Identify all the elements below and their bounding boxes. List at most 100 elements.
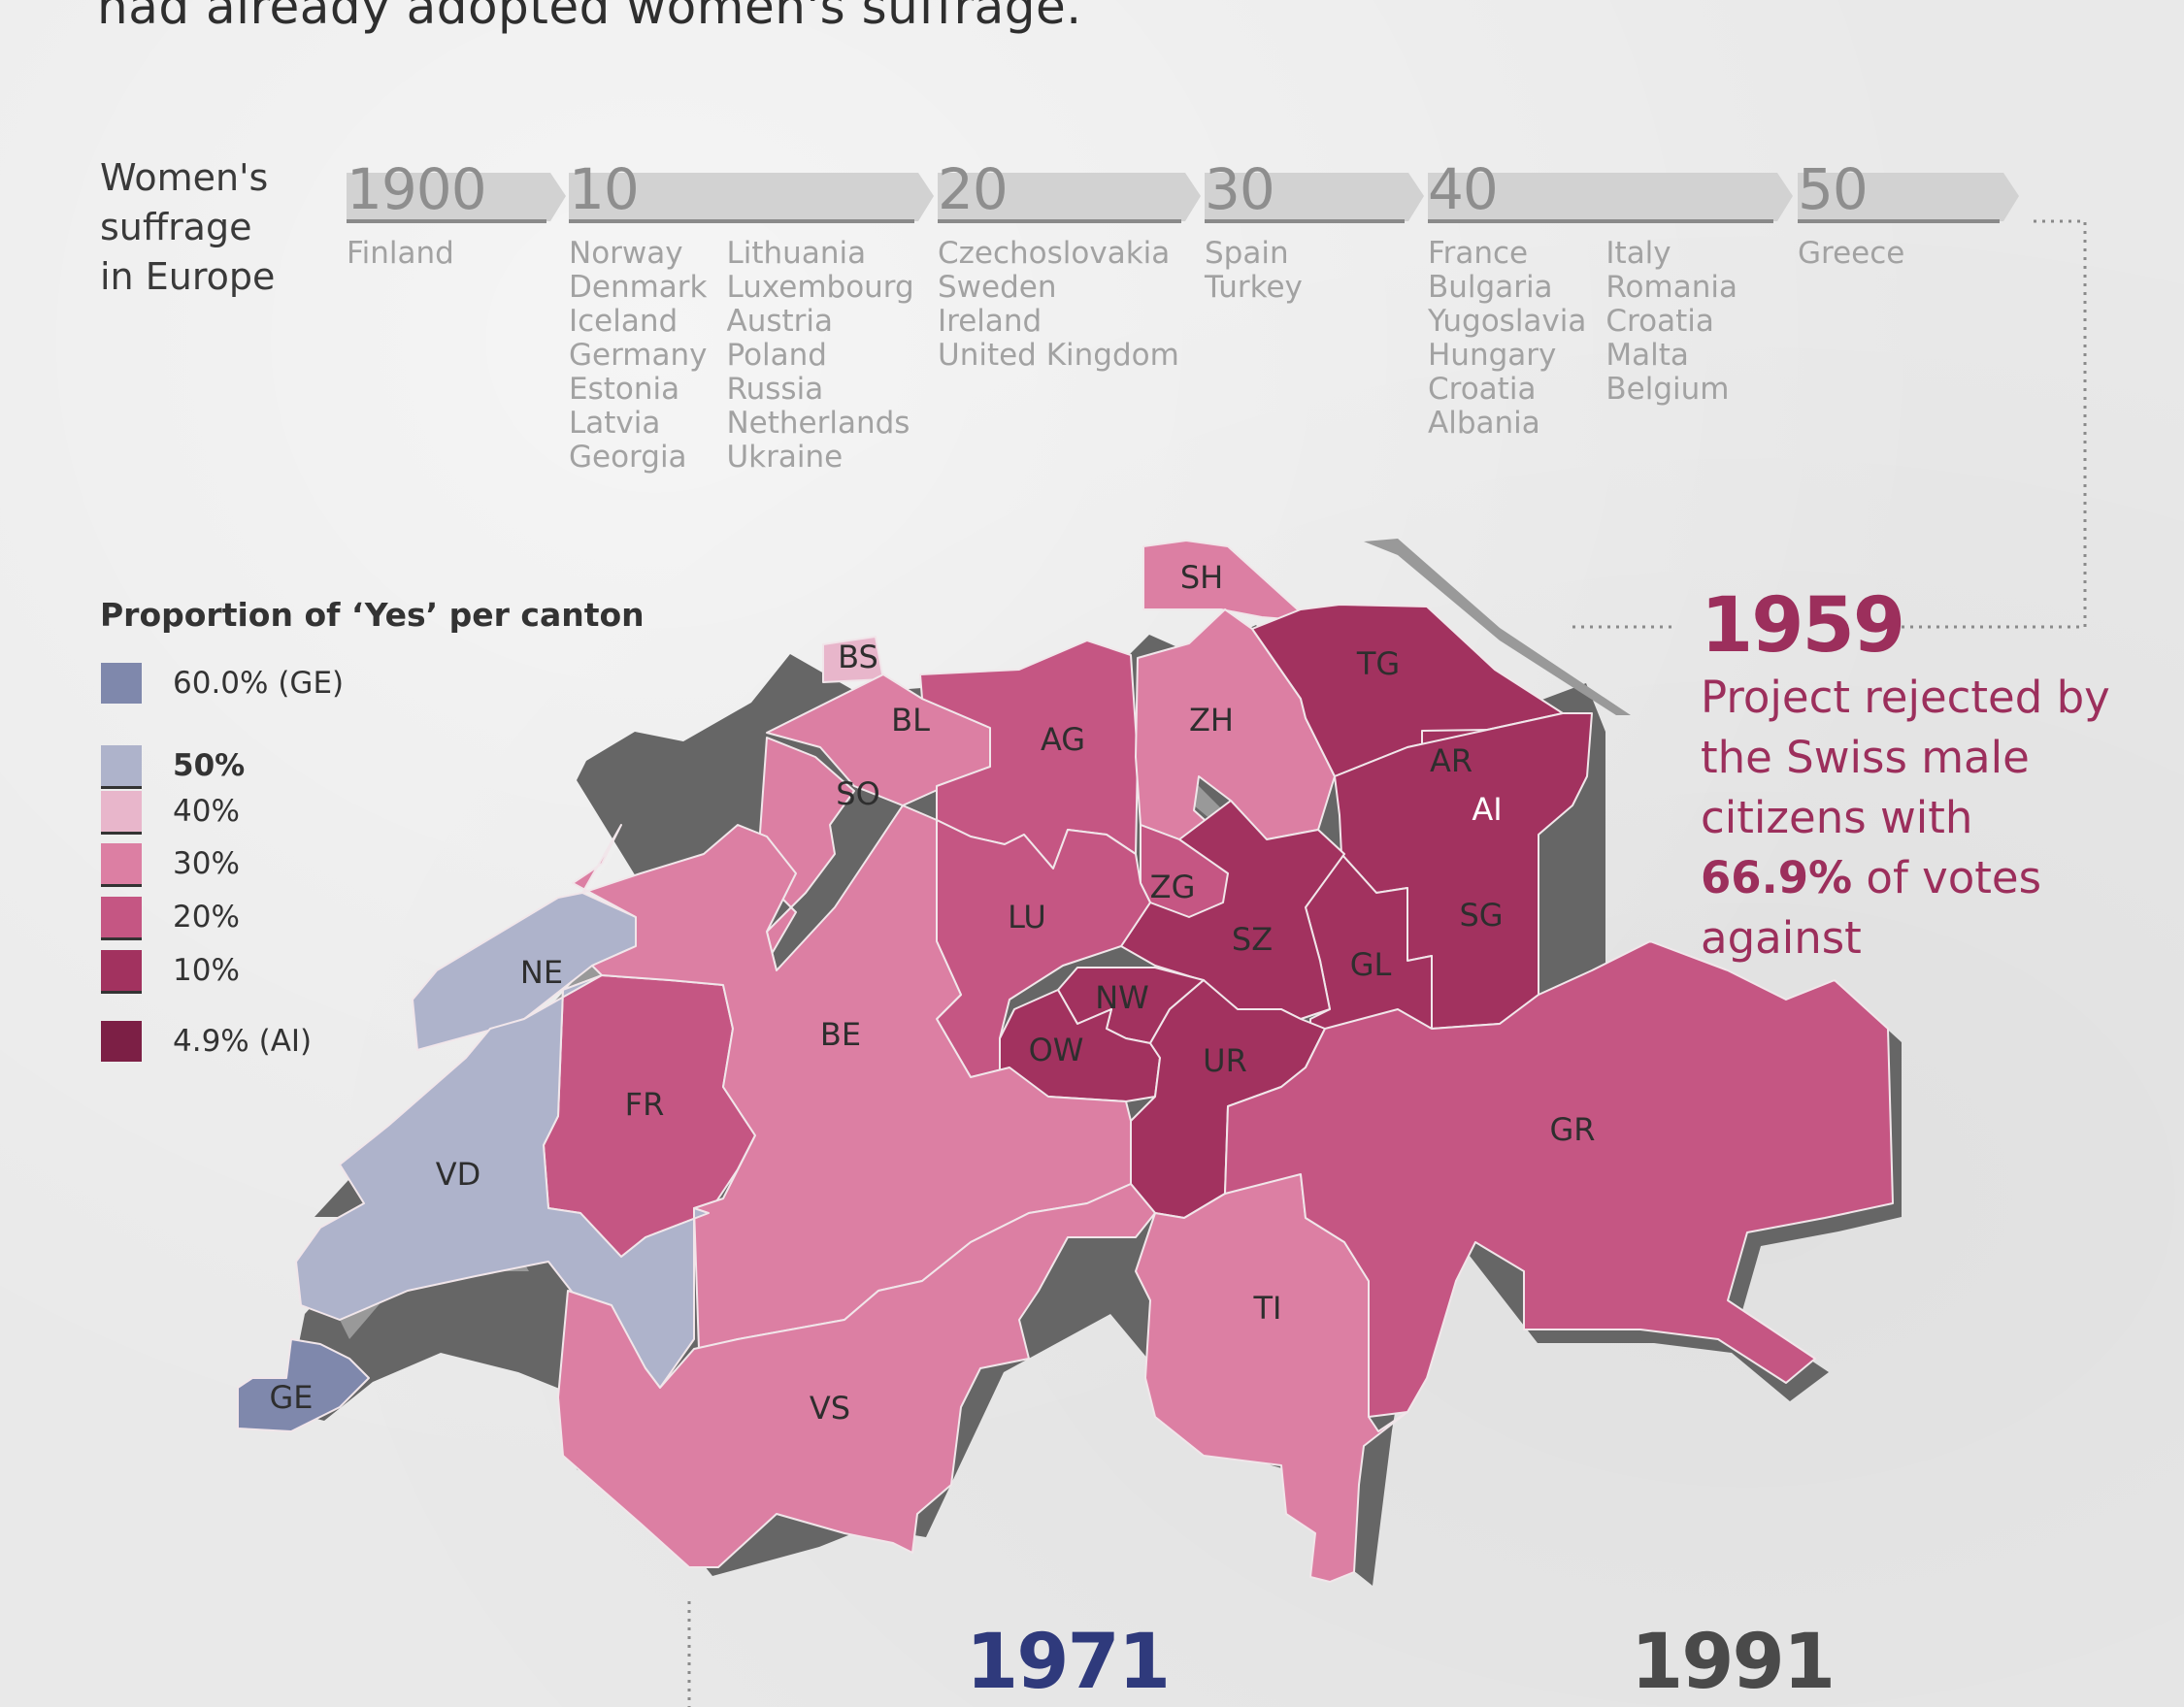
headline: had already adopted women's suffrage. (97, 0, 1082, 35)
canton-label-ar: AR (1430, 742, 1473, 779)
timeline-country: Yugoslavia (1428, 304, 1587, 339)
timeline-arrow (1798, 173, 2019, 223)
legend-label: 10% (173, 953, 240, 988)
legend-item: 60.0% (GE) (101, 663, 344, 704)
timeline-country: Finland (347, 236, 454, 271)
timeline-arrow (938, 173, 1201, 223)
legend-swatch (101, 791, 142, 835)
legend-item: 30% (101, 843, 240, 887)
canton-label-zg: ZG (1150, 869, 1196, 905)
canton-label-be: BE (820, 1016, 861, 1053)
timeline-title-line: Women's (100, 156, 269, 199)
timeline-country: Lithuania (726, 236, 867, 271)
canton-label-so: SO (836, 775, 880, 812)
timeline-country: Bulgaria (1428, 270, 1553, 305)
timeline-period: 10 Norway Denmark Iceland Germany Estonia Latv… (569, 155, 936, 475)
canton-label-sg: SG (1459, 897, 1503, 934)
timeline-country: Sweden (938, 270, 1057, 305)
canton-label-ow: OW (1029, 1032, 1084, 1068)
legend-item: 10% (101, 950, 240, 994)
legend-swatch (101, 1021, 142, 1062)
timeline-country: Turkey (1205, 270, 1303, 305)
legend-label: 60.0% (GE) (173, 666, 345, 701)
legend-tick (101, 832, 142, 835)
legend-tick (101, 786, 142, 789)
legend-label: 4.9% (AI) (173, 1024, 313, 1059)
timeline-period: 30 Spain Turkey (1205, 155, 1426, 305)
leader-lines (687, 219, 2087, 1707)
canton-label-gl: GL (1350, 946, 1392, 983)
annotation-text-before: Project rejected by the Swiss male citiz… (1701, 672, 2110, 843)
legend-item: 20% (101, 897, 240, 940)
legend-swatch (101, 897, 142, 940)
timeline-arrow (347, 173, 566, 223)
timeline-country: Romania (1605, 270, 1737, 305)
timeline-period: 40 France Bulgaria Yugoslavia Hungary Croatia… (1428, 155, 1795, 441)
canton-label-ur: UR (1203, 1042, 1247, 1079)
legend-label: 50% (173, 748, 246, 783)
canton-so (756, 737, 855, 971)
legend-title: Proportion of ‘Yes’ per canton (100, 596, 645, 634)
timeline-year: 30 (1205, 156, 1275, 222)
legend-item: 40% (101, 791, 240, 835)
bottom-year-1991: 1991 (1631, 1619, 1836, 1706)
legend-swatch (101, 745, 142, 789)
canton-label-nw: NW (1095, 979, 1149, 1016)
canton-label-sh: SH (1180, 559, 1223, 596)
timeline-country: Croatia (1428, 372, 1537, 407)
timeline-country: Georgia (569, 440, 687, 475)
legend-swatch (101, 843, 142, 887)
timeline-country: Russia (726, 372, 824, 407)
timeline-country: Ukraine (726, 440, 844, 475)
timeline-period: 20 Czechoslovakia Sweden Ireland United King… (938, 155, 1203, 373)
cantons (237, 540, 1894, 1583)
timeline-country: Albania (1428, 406, 1540, 441)
annotation-year: 1959 (1701, 582, 1905, 670)
timeline-country: Latvia (569, 406, 661, 441)
legend-item: 4.9% (AI) (101, 1021, 312, 1062)
legend-label: 30% (173, 846, 240, 881)
leader-line-1959 (1869, 219, 2087, 629)
timeline-country: Estonia (569, 372, 680, 407)
timeline-country: Italy (1605, 236, 1671, 271)
timeline-country: Poland (726, 338, 827, 373)
annotation-percent: 66.9% (1701, 852, 1853, 903)
timeline-country: Malta (1605, 338, 1689, 373)
timeline-year: 1900 (347, 156, 487, 222)
canton-label-bs: BS (838, 639, 878, 675)
legend-label: 40% (173, 794, 240, 829)
timeline-year: 10 (569, 156, 640, 222)
timeline-title-line: in Europe (100, 255, 276, 298)
canton-sh (1142, 540, 1311, 622)
canton-label-sz: SZ (1232, 921, 1273, 958)
timeline-country: Norway (569, 236, 683, 271)
canton-gr (1224, 940, 1894, 1418)
timeline-year: 40 (1428, 156, 1499, 222)
timeline-period: 50 Greece (1798, 155, 2021, 271)
timeline-country: Netherlands (726, 406, 910, 441)
timeline-country: United Kingdom (938, 338, 1179, 373)
timeline-country: Ireland (938, 304, 1042, 339)
canton-label-ne: NE (520, 954, 563, 991)
timeline-period: 1900 Finland (347, 155, 568, 271)
canton-ge (237, 1338, 370, 1432)
timeline-country: Denmark (569, 270, 708, 305)
legend-tick (101, 937, 142, 940)
canton-label-ai: AI (1472, 791, 1502, 828)
timeline-country: Croatia (1605, 304, 1714, 339)
canton-label-bl: BL (891, 702, 930, 739)
timeline-arrow (569, 173, 934, 223)
canton-label-gr: GR (1549, 1111, 1595, 1148)
legend-swatch (101, 663, 142, 704)
legend-swatch (101, 950, 142, 994)
timeline-country: Greece (1798, 236, 1905, 271)
legend-tick (101, 884, 142, 887)
timeline-title: Women's suffrage in Europe (100, 153, 333, 302)
timeline-country: Belgium (1605, 372, 1730, 407)
canton-label-lu: LU (1008, 899, 1046, 936)
timeline-country: Austria (726, 304, 833, 339)
canton-label-vs: VS (810, 1390, 850, 1427)
legend-tick (101, 991, 142, 994)
canton-label-zh: ZH (1189, 702, 1234, 739)
